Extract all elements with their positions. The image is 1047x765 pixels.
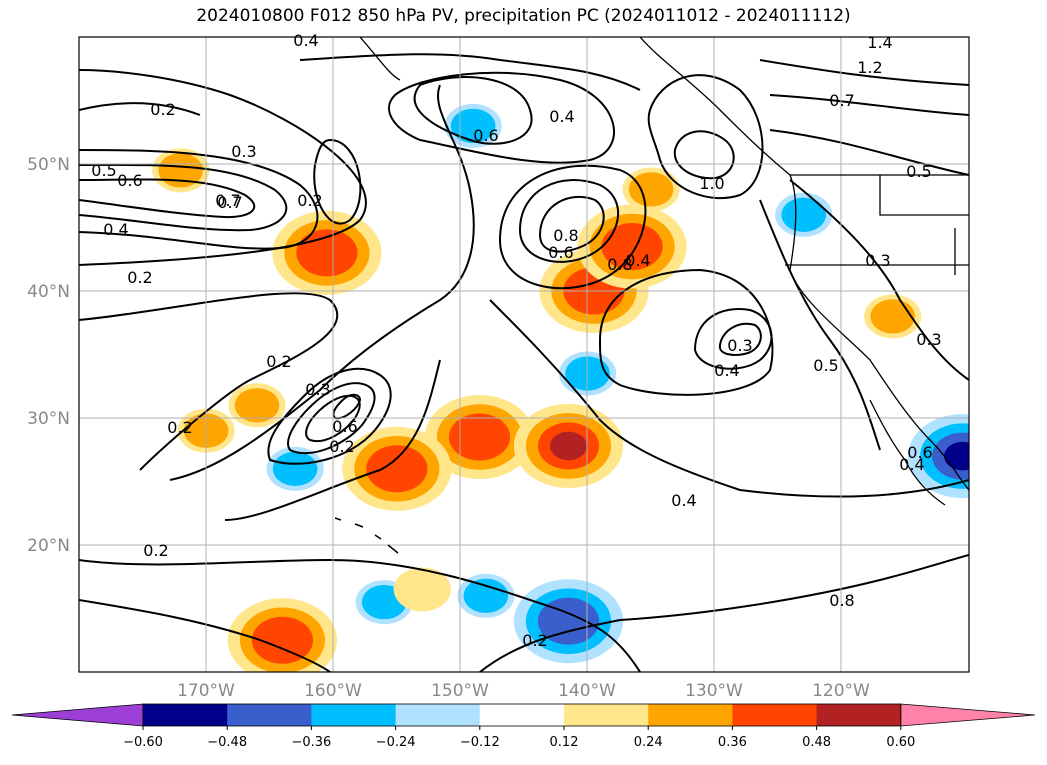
contour-label: 0.7 [829, 91, 854, 110]
colorbar-extend-low [11, 703, 144, 727]
contour-label: 0.8 [829, 591, 854, 610]
colorbar-segment [479, 704, 565, 726]
colorbar: −0.60 −0.48 −0.36 −0.24 −0.12 0.12 0.24 0.36 0.4… [11, 703, 1036, 750]
colorbar-segment [816, 704, 902, 726]
precip-blob-14-layer-1 [463, 578, 509, 613]
pv-contours [79, 53, 969, 672]
colorbar-tick-label: 0.24 [634, 735, 663, 750]
colorbar-segment [227, 704, 312, 726]
precip-blob-13-layer-3 [944, 441, 969, 471]
colorbar-frame [142, 703, 902, 727]
lon-label-170w: 170°W [177, 681, 235, 701]
colorbar-tick-label: −0.12 [460, 735, 500, 750]
precip-blob-11-layer-2 [537, 597, 600, 645]
colorbar-tick-label: −0.24 [376, 735, 416, 750]
contour-label: 0.4 [671, 491, 696, 510]
contour-label: 0.3 [231, 142, 256, 161]
lon-label-140w: 140°W [558, 681, 616, 701]
lon-label-120w: 120°W [812, 681, 870, 701]
map-frame [78, 36, 970, 673]
contour-label: 0.8 [607, 255, 632, 274]
contour-label: 0.6 [117, 171, 142, 190]
contour-label: 0.2 [266, 352, 291, 371]
contour-label: 0.4 [103, 220, 128, 239]
map-title: 2024010800 F012 850 hPa PV, precipitatio… [196, 6, 851, 26]
contour-label: 0.4 [549, 107, 574, 126]
colorbar-tick-label: −0.36 [291, 735, 331, 750]
contour-label: 0.2 [297, 191, 322, 210]
contour-label: 0.8 [553, 226, 578, 245]
contour-label: 0.2 [127, 268, 152, 287]
contour-label: 0.6 [332, 417, 357, 436]
precip-blob-8-layer-1 [158, 153, 204, 188]
precip-blob-1-layer-3 [549, 431, 588, 461]
precip-blob-16-layer-1 [628, 172, 674, 207]
precip-blob-18-layer-2 [366, 445, 428, 493]
contour-label: 0.5 [91, 161, 116, 180]
contour-label: 0.6 [548, 243, 573, 262]
lat-label-20n: 20°N [27, 536, 70, 556]
contour-label: 1.0 [699, 174, 724, 193]
contour-label: 0.2 [329, 437, 354, 456]
graticule [79, 37, 969, 672]
contour-label: 0.7 [217, 193, 242, 212]
colorbar-segment [143, 704, 228, 726]
map-plot-area [79, 37, 969, 672]
colorbar-segment [732, 704, 818, 726]
colorbar-tick-label: 0.36 [718, 735, 747, 750]
contour-label: 0.5 [813, 356, 838, 375]
colorbar-tick-label: −0.48 [207, 735, 247, 750]
contour-label: 1.2 [857, 58, 882, 77]
contour-label: 0.2 [522, 631, 547, 650]
lat-label-40n: 40°N [27, 282, 70, 302]
contour-label: 0.6 [473, 126, 498, 145]
lat-label-30n: 30°N [27, 409, 70, 429]
contour-label: 0.2 [167, 418, 192, 437]
contour-label: 0.7 [215, 191, 240, 210]
precip-blob-9-layer-1 [450, 108, 496, 144]
contour-label: 0.2 [150, 100, 175, 119]
colorbar-extend-high [900, 703, 1036, 727]
precip-blob-0-layer-2 [448, 413, 511, 461]
colorbar-segment [311, 704, 397, 726]
contour-label: 0.4 [625, 251, 650, 270]
colorbar-segment [564, 704, 649, 726]
contour-label: 0.2 [143, 541, 168, 560]
colorbar-tick-label: −0.60 [123, 735, 163, 750]
contour-label: 1.4 [867, 33, 892, 52]
colorbar-segment [648, 704, 733, 726]
colorbar-tick-label: 0.48 [802, 735, 831, 750]
colorbar-tick-label: 0.60 [886, 735, 915, 750]
precip-blob-10-layer-1 [565, 356, 610, 391]
lat-label-50n: 50°N [27, 155, 70, 175]
precip-blob-19-layer-0 [393, 567, 451, 612]
lon-label-150w: 150°W [431, 681, 489, 701]
colorbar-segment [395, 704, 481, 726]
lon-label-160w: 160°W [304, 681, 362, 701]
contour-label: 0.4 [714, 361, 739, 380]
contour-label: 0.3 [865, 251, 890, 270]
colorbar-tick-label: 0.12 [550, 735, 579, 750]
contour-label: 0.6 [907, 443, 932, 462]
contour-label: 0.3 [727, 336, 752, 355]
contour-label: 0.4 [899, 455, 924, 474]
precip-blob-3-layer-2 [601, 223, 663, 271]
precip-blob-20-layer-1 [870, 299, 916, 334]
precip-blob-4-layer-1 [234, 388, 280, 423]
contour-label: 0.3 [916, 330, 941, 349]
lon-label-130w: 130°W [685, 681, 743, 701]
hawaiian-islands [334, 517, 399, 554]
contour-labels: 0.40.20.50.60.30.70.40.20.20.60.40.80.60… [91, 31, 941, 650]
precip-blob-6-layer-2 [251, 616, 314, 664]
precip-blob-15-layer-1 [781, 197, 827, 232]
coastlines [359, 37, 969, 506]
contour-label: 0.4 [293, 31, 318, 50]
contour-label: 0.5 [906, 162, 931, 181]
precip-blob-17-layer-1 [272, 451, 318, 486]
contour-label: 0.3 [305, 380, 330, 399]
